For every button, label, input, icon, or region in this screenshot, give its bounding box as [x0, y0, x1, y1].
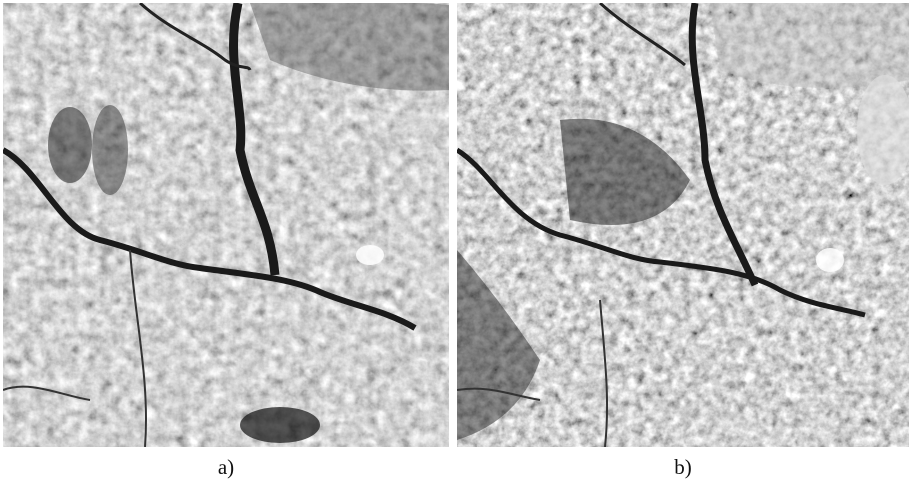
caption: a)	[218, 455, 234, 479]
dark-patch	[240, 407, 320, 443]
dark-patch	[92, 105, 128, 195]
dark-patch	[48, 107, 92, 183]
bright-area	[816, 248, 844, 272]
caption: b)	[674, 455, 692, 479]
bright-area	[356, 245, 384, 265]
figure: a) b)	[0, 0, 909, 485]
image-a	[3, 2, 449, 447]
light-region	[710, 3, 909, 88]
page: a) b) (() => { const data = JSON.parse(d…	[0, 0, 909, 485]
image-b	[457, 3, 909, 447]
